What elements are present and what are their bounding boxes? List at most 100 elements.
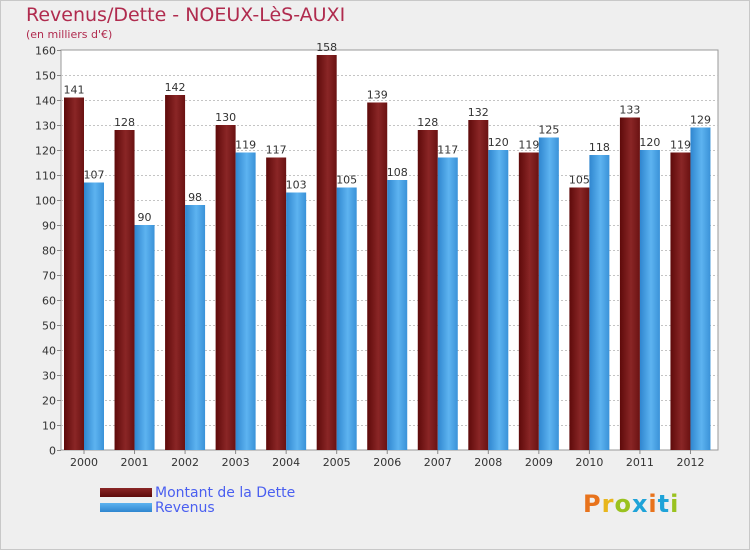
chart-title: Revenus/Dette - NOEUX-LèS-AUXI <box>26 4 346 26</box>
bar-revenus <box>387 180 408 450</box>
data-label-revenus: 119 <box>235 139 256 152</box>
data-label-debt: 139 <box>367 89 388 102</box>
data-label-revenus: 118 <box>589 141 610 154</box>
y-tick-label: 0 <box>49 445 56 458</box>
data-label-debt: 130 <box>215 111 236 124</box>
bar-revenus <box>185 205 206 450</box>
x-tick-label: 2012 <box>676 456 704 469</box>
legend-label-debt: Montant de la Dette <box>155 485 296 501</box>
y-tick-label: 30 <box>42 370 56 383</box>
data-label-revenus: 90 <box>138 211 152 224</box>
x-tick-label: 2007 <box>424 456 452 469</box>
x-tick-label: 2004 <box>272 456 300 469</box>
bar-debt <box>619 117 640 450</box>
bar-debt <box>367 102 388 450</box>
bar-revenus <box>589 155 610 450</box>
data-label-debt: 119 <box>670 139 691 152</box>
data-label-revenus: 120 <box>488 136 509 149</box>
y-tick-label: 50 <box>42 320 56 333</box>
logo-letter: t <box>657 490 671 518</box>
x-tick-label: 2001 <box>121 456 149 469</box>
y-tick-label: 20 <box>42 395 56 408</box>
data-label-debt: 117 <box>266 144 287 157</box>
y-tick-label: 60 <box>42 295 56 308</box>
y-tick-label: 150 <box>35 70 56 83</box>
logo-letter: x <box>631 490 649 518</box>
bar-revenus <box>286 192 307 450</box>
data-label-debt: 128 <box>417 116 438 129</box>
x-tick-label: 2006 <box>373 456 401 469</box>
data-label-debt: 142 <box>165 81 186 94</box>
bars <box>64 55 711 450</box>
logo-letter: r <box>601 490 615 518</box>
logo-letter: i <box>670 490 680 518</box>
y-tick-label: 90 <box>42 220 56 233</box>
proxiti-logo: Proxiti <box>583 490 679 518</box>
data-label-debt: 132 <box>468 106 489 119</box>
x-tick-label: 2000 <box>70 456 98 469</box>
data-label-revenus: 125 <box>538 124 559 137</box>
y-tick-label: 130 <box>35 120 56 133</box>
bar-debt <box>518 152 539 450</box>
bar-revenus <box>235 152 256 450</box>
y-tick-label: 10 <box>42 420 56 433</box>
bar-revenus <box>437 157 458 450</box>
bar-debt <box>165 95 186 450</box>
x-tick-label: 2009 <box>525 456 553 469</box>
bar-revenus <box>639 150 660 450</box>
bar-debt <box>468 120 489 450</box>
x-tick-label: 2011 <box>626 456 654 469</box>
x-tick-label: 2002 <box>171 456 199 469</box>
data-label-debt: 105 <box>569 174 590 187</box>
bar-debt <box>569 187 590 450</box>
y-tick-label: 100 <box>35 195 56 208</box>
x-tick-label: 2008 <box>474 456 502 469</box>
bar-debt <box>114 130 135 450</box>
x-tick-label: 2005 <box>323 456 351 469</box>
data-label-revenus: 120 <box>639 136 660 149</box>
data-label-revenus: 98 <box>188 191 202 204</box>
bar-revenus <box>134 225 155 450</box>
legend-label-revenus: Revenus <box>155 500 215 516</box>
logo-letter: i <box>648 490 658 518</box>
bar-debt <box>316 55 337 450</box>
data-label-debt: 133 <box>619 104 640 117</box>
y-axis: 0 10 20 30 40 50 60 70 80 90 100 110 120 130 140 150 160 <box>35 45 61 458</box>
logo-letter: o <box>614 490 632 518</box>
data-label-debt: 141 <box>64 84 85 97</box>
data-label-debt: 119 <box>518 139 539 152</box>
legend-swatch-debt <box>100 488 152 497</box>
y-tick-label: 110 <box>35 170 56 183</box>
bar-debt <box>417 130 438 450</box>
chart-subtitle: (en milliers d'€) <box>26 28 113 41</box>
data-label-revenus: 129 <box>690 114 711 127</box>
data-label-debt: 128 <box>114 116 135 129</box>
bar-revenus <box>336 187 357 450</box>
bar-debt <box>266 157 287 450</box>
bar-revenus <box>690 127 711 450</box>
data-label-revenus: 117 <box>437 144 458 157</box>
x-tick-label: 2010 <box>575 456 603 469</box>
data-label-revenus: 107 <box>84 169 105 182</box>
x-tick-label: 2003 <box>222 456 250 469</box>
legend-swatch-revenus <box>100 503 152 512</box>
y-tick-label: 40 <box>42 345 56 358</box>
data-label-revenus: 105 <box>336 174 357 187</box>
y-tick-label: 140 <box>35 95 56 108</box>
logo-letter: P <box>583 490 602 518</box>
y-tick-label: 120 <box>35 145 56 158</box>
y-tick-label: 80 <box>42 245 56 258</box>
bar-revenus <box>538 137 559 450</box>
bar-revenus <box>84 182 104 450</box>
bar-revenus <box>488 150 509 450</box>
data-label-revenus: 108 <box>387 166 408 179</box>
bar-debt <box>215 125 236 450</box>
y-tick-label: 70 <box>42 270 56 283</box>
bar-debt <box>670 152 691 450</box>
bar-debt <box>64 97 84 450</box>
y-tick-label: 160 <box>35 45 56 58</box>
x-axis: 2000 2001 2002 2003 2004 2005 2006 2007 2008 2009… <box>70 450 704 469</box>
data-label-debt: 158 <box>316 41 337 54</box>
data-labels: 141 107 128 90 142 98 130 119 117 103 158 105 139 108… <box>64 41 711 224</box>
